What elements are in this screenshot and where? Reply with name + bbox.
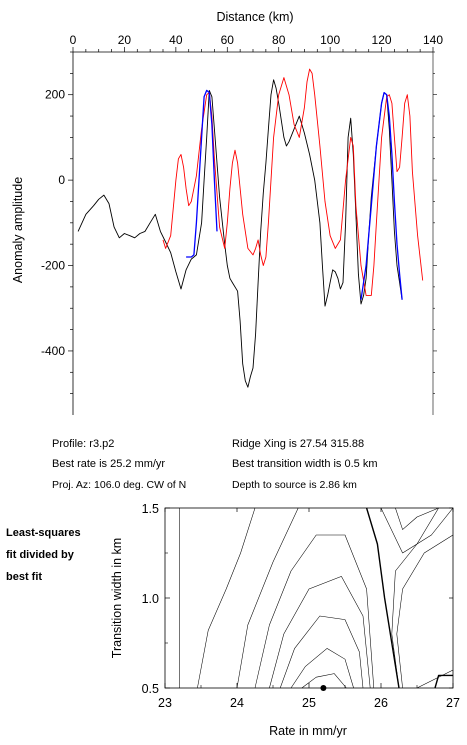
best-transition-label: Best transition width is 0.5 km [232,458,378,470]
contour-line [197,507,256,689]
contour-line [254,534,375,689]
bottom-y-axis-title: Transition width in km [110,538,124,658]
top-x-tick-label: 40 [169,33,183,47]
contour-lines [179,507,454,691]
contour-line [236,507,299,689]
series-line-observed [77,79,403,388]
bottom-x-tick-label: 23 [158,696,172,710]
misfit-note-line-3: best fit [6,571,43,583]
misfit-note-line-2: fit divided by [6,549,74,561]
bottom-y-tick-label: 1.0 [142,592,159,606]
ridge-crossing-label: Ridge Xing is 27.54 315.88 [232,438,365,450]
bottom-y-tick-label: 1.5 [142,502,159,516]
contour-line [279,615,364,689]
contour-line [396,534,454,689]
contour-line [290,648,354,689]
top-x-tick-label: 100 [320,33,340,47]
bottom-x-tick-label: 25 [302,696,316,710]
contour-plot-frame [164,507,454,689]
top-x-tick-label: 20 [118,33,132,47]
top-x-tick-label: 80 [272,33,286,47]
bottom-y-tick-label: 0.5 [142,682,159,696]
misfit-contour-chart: Rate in mm/yr Transition width in km 23 2… [110,502,460,738]
contour-line [434,674,453,689]
top-y-axis-title: Anomaly amplitude [11,177,25,283]
top-axes: 0 20 40 60 80 100 120 140 200 0 -200 -400 [41,33,443,415]
contour-line [269,576,371,689]
contour-line [395,507,439,530]
best-fit-marker [320,685,327,691]
bottom-x-tick-label: 27 [446,696,460,710]
misfit-note: Least-squares fit divided by best fit [6,522,81,588]
anomaly-profile-chart: Distance (km) Anomaly amplitude 0 20 40 60 8… [11,10,443,415]
series-line-model [162,68,424,296]
contour-line [416,669,454,689]
contour-line [380,507,454,554]
bottom-x-axis-title: Rate in mm/yr [269,724,347,738]
bottom-x-tick-label: 26 [374,696,388,710]
depth-to-source-label: Depth to source is 2.86 km [232,479,357,491]
top-x-tick-label: 140 [423,33,443,47]
contour-line [365,507,400,689]
top-x-axis-title: Distance (km) [216,10,293,24]
misfit-note-line-1: Least-squares [6,527,81,539]
series-line-fit-segment-1 [186,89,218,258]
best-rate-label: Best rate is 25.2 mm/yr [52,458,166,470]
top-x-tick-label: 120 [372,33,392,47]
bottom-axes: 23 24 25 26 27 0.5 1.0 1.5 [142,502,460,710]
top-y-tick-label: 200 [45,88,65,102]
top-y-tick-label: -200 [41,259,65,273]
top-series [77,68,424,388]
series-line-fit-segment-2 [360,91,403,300]
contour-line [301,673,347,689]
top-x-tick-label: 60 [221,33,235,47]
profile-label: Profile: r3.p2 [52,438,115,450]
top-x-tick-label: 0 [70,33,77,47]
projection-azimuth-label: Proj. Az: 106.0 deg. CW of N [52,479,187,491]
top-y-tick-label: 0 [58,173,65,187]
contour-line [391,507,439,689]
top-y-tick-label: -400 [41,344,65,358]
bottom-x-tick-label: 24 [230,696,244,710]
